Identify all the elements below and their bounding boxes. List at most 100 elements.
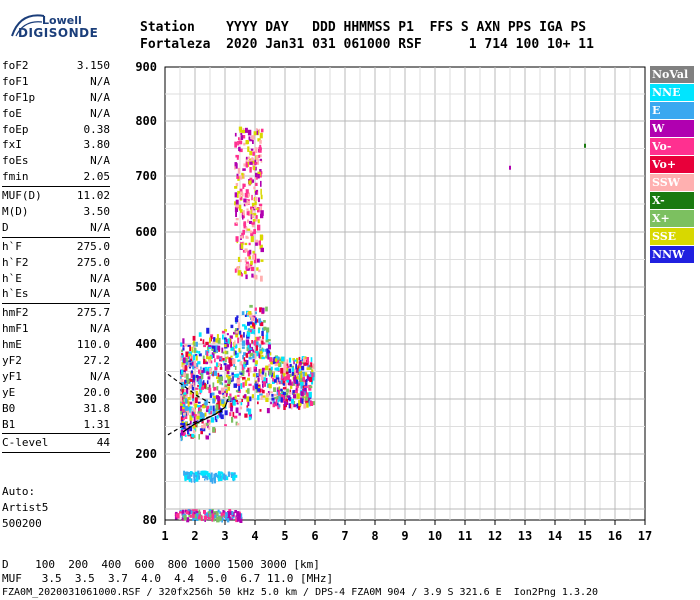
echo-point [262, 335, 264, 340]
echo-point [217, 372, 220, 379]
echo-point [286, 395, 290, 398]
echo-point [245, 360, 249, 365]
echo-point [261, 128, 264, 133]
echo-point [300, 374, 302, 380]
echo-point [286, 365, 290, 369]
echo-point [286, 398, 288, 403]
echo-point [213, 370, 217, 376]
echo-point [239, 330, 242, 335]
echo-point [258, 154, 261, 158]
echo-point [197, 378, 200, 385]
echo-point [260, 188, 262, 195]
echo-point [243, 221, 247, 227]
echo-point [283, 404, 286, 410]
echo-point [254, 205, 257, 209]
legend-item-x: X- [650, 192, 694, 209]
echo-point [200, 430, 203, 435]
echo-point [193, 426, 196, 432]
legend-item-vo: Vo- [650, 138, 694, 155]
echo-point [285, 392, 289, 398]
echo-point [222, 357, 225, 361]
echo-point [212, 398, 216, 404]
echo-point [231, 472, 234, 475]
echo-point [204, 412, 207, 417]
param-name: D [2, 220, 9, 234]
echo-point [296, 357, 299, 364]
echo-point [251, 223, 255, 228]
echo-point [258, 327, 261, 330]
echo-point [258, 318, 261, 324]
echo-point [216, 355, 220, 360]
echo-point [182, 407, 186, 413]
echo-point [243, 363, 246, 367]
echo-point [225, 390, 228, 394]
echo-point [291, 381, 294, 386]
echo-point [232, 358, 236, 365]
echo-point [283, 361, 286, 364]
echo-point [267, 384, 271, 388]
echo-point [196, 477, 199, 481]
echo-point [230, 511, 234, 516]
echo-point [197, 411, 201, 414]
param-name: hmF1 [2, 322, 29, 336]
echo-point [225, 356, 228, 359]
echo-point [224, 344, 228, 348]
echo-point [182, 407, 186, 410]
echo-point [197, 361, 201, 365]
param-name: h`Es [2, 287, 29, 301]
echo-point [229, 335, 233, 339]
echo-point [255, 207, 259, 210]
echo-point [307, 364, 311, 370]
echo-point [221, 516, 223, 523]
echo-point [190, 373, 194, 379]
echo-point [237, 401, 242, 404]
param-value: 27.2 [83, 354, 111, 368]
echo-point [231, 416, 234, 423]
echo-point [190, 471, 193, 475]
echo-point [181, 401, 185, 405]
echo-point [225, 356, 227, 363]
echo-point [257, 224, 261, 231]
echo-point [243, 270, 247, 275]
echo-point [208, 421, 211, 426]
echo-point [261, 340, 264, 345]
param-value: N/A [90, 74, 110, 88]
echo-point [223, 386, 228, 390]
echo-point [259, 154, 262, 158]
echo-point [301, 357, 305, 361]
echo-point [227, 386, 230, 391]
echo-point [185, 361, 189, 366]
echo-point [187, 344, 191, 347]
echo-point [245, 161, 248, 168]
echo-point [181, 361, 185, 368]
echo-point [219, 399, 222, 406]
echo-point [215, 404, 219, 411]
echo-point [306, 402, 309, 408]
param-name: hmF2 [2, 306, 29, 320]
echo-point [216, 475, 219, 478]
artist-label: Artist5 [2, 501, 49, 514]
echo-point [233, 398, 236, 401]
echo-point [193, 477, 196, 483]
echo-point [245, 156, 248, 160]
echo-point [242, 355, 244, 360]
echo-point [207, 349, 210, 354]
echo-point [236, 176, 240, 179]
echo-point [180, 427, 184, 430]
echo-point [291, 398, 294, 405]
echo-point [228, 509, 232, 512]
echo-point [195, 390, 198, 396]
echo-point [201, 425, 204, 430]
echo-point [183, 415, 185, 421]
echo-point [203, 474, 206, 478]
y-tick-label: 700 [135, 169, 157, 183]
y-tick-label: 200 [135, 447, 157, 461]
echo-point [283, 368, 286, 375]
echo-point [195, 475, 198, 478]
echo-point [251, 202, 255, 207]
echo-point [246, 208, 249, 211]
param-row-hme: hmE 110.0 [2, 337, 110, 353]
echo-point [268, 351, 271, 354]
echo-point [180, 422, 183, 425]
echo-point [239, 361, 243, 366]
